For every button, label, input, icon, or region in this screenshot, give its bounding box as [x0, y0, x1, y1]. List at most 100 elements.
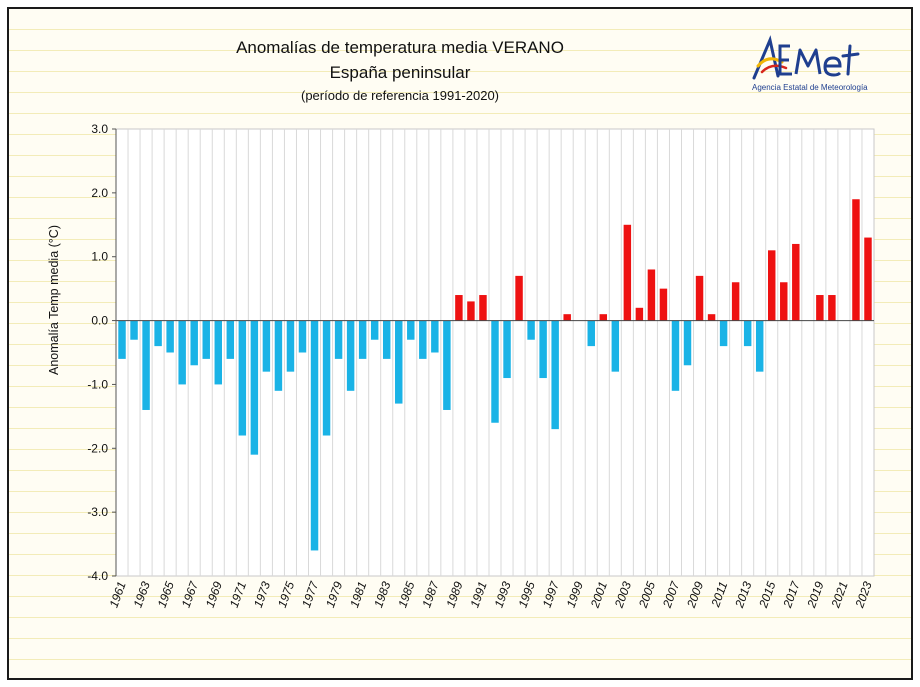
bar: [695, 275, 704, 321]
aemet-logo-icon: [748, 32, 878, 94]
bar: [719, 320, 728, 347]
bar: [382, 320, 391, 359]
bar: [419, 320, 427, 359]
x-tick-label: 1973: [251, 579, 273, 609]
chart-note: (período de referencia 1991-2020): [300, 88, 500, 103]
bar: [334, 320, 343, 359]
y-tick-label: 1.0: [91, 250, 108, 264]
bar: [395, 320, 403, 404]
x-tick-label: 1965: [155, 579, 177, 609]
bar: [178, 320, 186, 385]
x-tick-label: 1985: [395, 579, 417, 609]
bar: [731, 282, 740, 321]
bar: [515, 275, 523, 321]
bar: [659, 288, 668, 321]
bar: [250, 320, 259, 455]
bar: [671, 320, 680, 391]
bar: [262, 320, 271, 372]
bar: [755, 320, 764, 372]
bar: [358, 320, 367, 359]
x-tick-label: 2021: [828, 580, 851, 611]
bar: [286, 320, 295, 372]
x-tick-label: 1991: [467, 580, 489, 610]
y-tick-label: 0.0: [91, 314, 108, 328]
bar: [322, 320, 331, 436]
bar: [214, 320, 222, 385]
bar: [467, 301, 475, 321]
bar: [226, 320, 235, 359]
bar: [431, 320, 439, 353]
bar: [683, 320, 692, 366]
bar: [202, 320, 210, 359]
x-tick-label: 2005: [636, 579, 659, 610]
x-tick-label: 2009: [684, 579, 707, 610]
bar: [792, 243, 800, 321]
y-tick-label: -1.0: [87, 377, 108, 391]
bar: [346, 320, 355, 391]
bar: [190, 320, 198, 366]
x-tick-label: 1981: [347, 580, 369, 610]
x-tick-label: 2017: [780, 578, 803, 610]
x-tick-label: 1999: [564, 579, 586, 609]
bar: [166, 320, 174, 353]
bar: [539, 320, 547, 379]
x-tick-label: 1995: [516, 579, 538, 609]
bar: [503, 320, 511, 379]
bar: [491, 320, 499, 423]
x-tick-label: 1987: [419, 578, 442, 609]
x-tick-label: 1961: [106, 580, 128, 610]
x-tick-label: 1967: [179, 578, 202, 609]
bar: [551, 320, 559, 430]
bar: [455, 295, 463, 321]
x-tick-label: 2019: [804, 579, 827, 610]
bar: [635, 307, 644, 321]
chart-subtitle: España peninsular: [329, 63, 471, 82]
bar: [118, 320, 126, 359]
x-tick-label: 1975: [275, 579, 297, 609]
y-tick-label: -3.0: [87, 505, 108, 519]
bar: [527, 320, 535, 340]
bar: [647, 269, 656, 321]
x-tick-label: 1997: [540, 578, 563, 609]
bar: [611, 320, 620, 372]
y-tick-label: -4.0: [87, 569, 108, 583]
x-tick-label: 2003: [611, 579, 634, 610]
bar: [780, 282, 788, 321]
bar: [587, 320, 595, 347]
bar: [623, 224, 632, 321]
y-tick-label: 2.0: [91, 186, 108, 200]
y-tick-label: 3.0: [91, 122, 108, 136]
bar: [370, 320, 379, 340]
bar: [298, 320, 307, 353]
x-tick-label: 1983: [371, 579, 393, 609]
bar: [130, 320, 138, 340]
logo-caption: Agencia Estatal de Meteorología: [752, 83, 868, 92]
x-tick-label: 2001: [587, 580, 610, 611]
bar: [407, 320, 415, 340]
x-tick-label: 2015: [756, 579, 779, 610]
x-tick-label: 1979: [323, 579, 345, 609]
y-tick-label: -2.0: [87, 441, 108, 455]
bar: [816, 295, 824, 321]
chart-title: Anomalías de temperatura media VERANO: [236, 38, 564, 57]
bar: [274, 320, 283, 391]
bar: [864, 237, 872, 321]
bar: [479, 295, 487, 321]
bar: [743, 320, 752, 347]
x-tick-label: 1993: [492, 579, 514, 609]
x-tick-label: 2007: [660, 578, 683, 610]
bar: [707, 314, 716, 321]
x-tick-label: 1971: [227, 580, 249, 610]
bar: [828, 295, 836, 321]
bar: [310, 320, 319, 551]
bar: [238, 320, 247, 436]
x-tick-label: 2013: [732, 579, 755, 610]
x-tick-label: 1963: [131, 579, 153, 609]
bar: [142, 320, 150, 410]
bar: [154, 320, 162, 347]
x-tick-label: 1989: [443, 579, 465, 609]
x-tick-label: 1977: [299, 578, 322, 609]
bar: [599, 314, 608, 321]
bar: [563, 314, 571, 321]
